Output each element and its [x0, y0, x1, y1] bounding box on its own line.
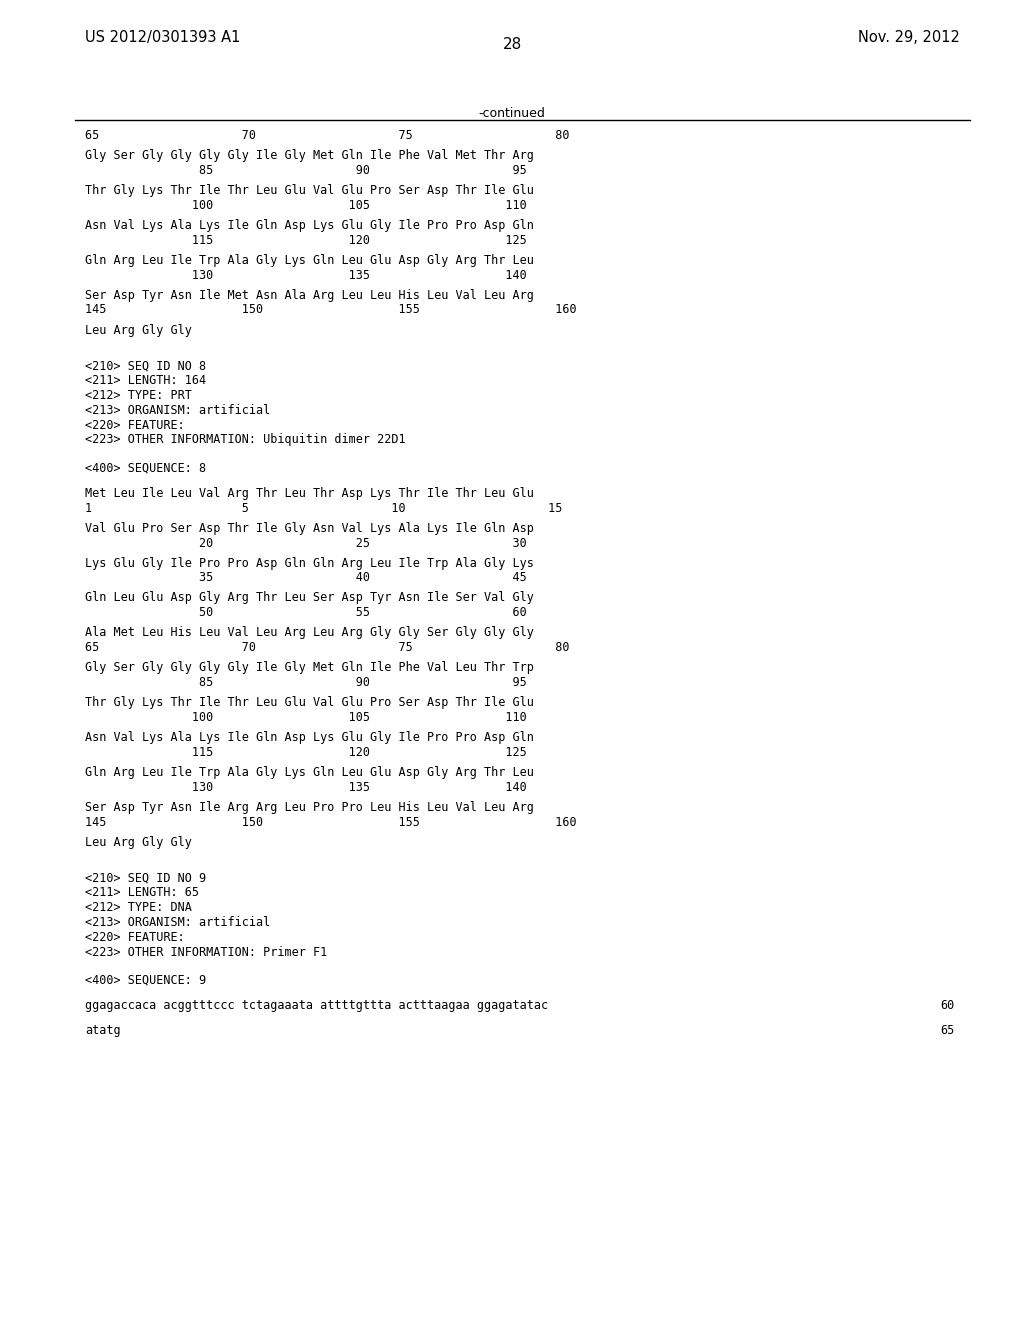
- Text: <400> SEQUENCE: 9: <400> SEQUENCE: 9: [85, 974, 206, 986]
- Text: Leu Arg Gly Gly: Leu Arg Gly Gly: [85, 836, 191, 849]
- Text: <220> FEATURE:: <220> FEATURE:: [85, 931, 184, 944]
- Text: <211> LENGTH: 164: <211> LENGTH: 164: [85, 375, 206, 387]
- Text: 85                    90                    95: 85 90 95: [85, 676, 526, 689]
- Text: atatg: atatg: [85, 1024, 121, 1038]
- Text: 28: 28: [503, 37, 521, 51]
- Text: Val Glu Pro Ser Asp Thr Ile Gly Asn Val Lys Ala Lys Ile Gln Asp: Val Glu Pro Ser Asp Thr Ile Gly Asn Val …: [85, 521, 534, 535]
- Text: Asn Val Lys Ala Lys Ile Gln Asp Lys Glu Gly Ile Pro Pro Asp Gln: Asn Val Lys Ala Lys Ile Gln Asp Lys Glu …: [85, 219, 534, 232]
- Text: <400> SEQUENCE: 8: <400> SEQUENCE: 8: [85, 462, 206, 474]
- Text: <210> SEQ ID NO 9: <210> SEQ ID NO 9: [85, 871, 206, 884]
- Text: 130                   135                   140: 130 135 140: [85, 268, 526, 281]
- Text: US 2012/0301393 A1: US 2012/0301393 A1: [85, 30, 241, 45]
- Text: Met Leu Ile Leu Val Arg Thr Leu Thr Asp Lys Thr Ile Thr Leu Glu: Met Leu Ile Leu Val Arg Thr Leu Thr Asp …: [85, 487, 534, 500]
- Text: Lys Glu Gly Ile Pro Pro Asp Gln Gln Arg Leu Ile Trp Ala Gly Lys: Lys Glu Gly Ile Pro Pro Asp Gln Gln Arg …: [85, 557, 534, 570]
- Text: <210> SEQ ID NO 8: <210> SEQ ID NO 8: [85, 359, 206, 372]
- Text: 100                   105                   110: 100 105 110: [85, 711, 526, 723]
- Text: <212> TYPE: PRT: <212> TYPE: PRT: [85, 389, 191, 403]
- Text: <212> TYPE: DNA: <212> TYPE: DNA: [85, 902, 191, 915]
- Text: 20                    25                    30: 20 25 30: [85, 536, 526, 549]
- Text: 145                   150                   155                   160: 145 150 155 160: [85, 304, 577, 317]
- Text: 85                    90                    95: 85 90 95: [85, 164, 526, 177]
- Text: Thr Gly Lys Thr Ile Thr Leu Glu Val Glu Pro Ser Asp Thr Ile Glu: Thr Gly Lys Thr Ile Thr Leu Glu Val Glu …: [85, 183, 534, 197]
- Text: ggagaccaca acggtttccc tctagaaata attttgttta actttaagaa ggagatatac: ggagaccaca acggtttccc tctagaaata attttgt…: [85, 999, 548, 1012]
- Text: 65                    70                    75                    80: 65 70 75 80: [85, 129, 569, 143]
- Text: 35                    40                    45: 35 40 45: [85, 572, 526, 585]
- Text: <213> ORGANISM: artificial: <213> ORGANISM: artificial: [85, 916, 270, 929]
- Text: Ser Asp Tyr Asn Ile Arg Arg Leu Pro Pro Leu His Leu Val Leu Arg: Ser Asp Tyr Asn Ile Arg Arg Leu Pro Pro …: [85, 801, 534, 813]
- Text: -continued: -continued: [478, 107, 546, 120]
- Text: Ala Met Leu His Leu Val Leu Arg Leu Arg Gly Gly Ser Gly Gly Gly: Ala Met Leu His Leu Val Leu Arg Leu Arg …: [85, 627, 534, 639]
- Text: 100                   105                   110: 100 105 110: [85, 199, 526, 211]
- Text: 115                   120                   125: 115 120 125: [85, 234, 526, 247]
- Text: Thr Gly Lys Thr Ile Thr Leu Glu Val Glu Pro Ser Asp Thr Ile Glu: Thr Gly Lys Thr Ile Thr Leu Glu Val Glu …: [85, 696, 534, 709]
- Text: Gln Arg Leu Ile Trp Ala Gly Lys Gln Leu Glu Asp Gly Arg Thr Leu: Gln Arg Leu Ile Trp Ala Gly Lys Gln Leu …: [85, 766, 534, 779]
- Text: Gly Ser Gly Gly Gly Gly Ile Gly Met Gln Ile Phe Val Leu Thr Trp: Gly Ser Gly Gly Gly Gly Ile Gly Met Gln …: [85, 661, 534, 675]
- Text: 50                    55                    60: 50 55 60: [85, 606, 526, 619]
- Text: Asn Val Lys Ala Lys Ile Gln Asp Lys Glu Gly Ile Pro Pro Asp Gln: Asn Val Lys Ala Lys Ile Gln Asp Lys Glu …: [85, 731, 534, 744]
- Text: 60: 60: [941, 999, 955, 1012]
- Text: 65                    70                    75                    80: 65 70 75 80: [85, 642, 569, 655]
- Text: Gln Leu Glu Asp Gly Arg Thr Leu Ser Asp Tyr Asn Ile Ser Val Gly: Gln Leu Glu Asp Gly Arg Thr Leu Ser Asp …: [85, 591, 534, 605]
- Text: Gly Ser Gly Gly Gly Gly Ile Gly Met Gln Ile Phe Val Met Thr Arg: Gly Ser Gly Gly Gly Gly Ile Gly Met Gln …: [85, 149, 534, 162]
- Text: Nov. 29, 2012: Nov. 29, 2012: [858, 30, 961, 45]
- Text: 130                   135                   140: 130 135 140: [85, 780, 526, 793]
- Text: 65: 65: [941, 1024, 955, 1038]
- Text: Ser Asp Tyr Asn Ile Met Asn Ala Arg Leu Leu His Leu Val Leu Arg: Ser Asp Tyr Asn Ile Met Asn Ala Arg Leu …: [85, 289, 534, 302]
- Text: <211> LENGTH: 65: <211> LENGTH: 65: [85, 886, 199, 899]
- Text: Gln Arg Leu Ile Trp Ala Gly Lys Gln Leu Glu Asp Gly Arg Thr Leu: Gln Arg Leu Ile Trp Ala Gly Lys Gln Leu …: [85, 253, 534, 267]
- Text: Leu Arg Gly Gly: Leu Arg Gly Gly: [85, 323, 191, 337]
- Text: <223> OTHER INFORMATION: Primer F1: <223> OTHER INFORMATION: Primer F1: [85, 945, 328, 958]
- Text: <220> FEATURE:: <220> FEATURE:: [85, 418, 184, 432]
- Text: <213> ORGANISM: artificial: <213> ORGANISM: artificial: [85, 404, 270, 417]
- Text: 145                   150                   155                   160: 145 150 155 160: [85, 816, 577, 829]
- Text: 1                     5                    10                    15: 1 5 10 15: [85, 502, 562, 515]
- Text: 115                   120                   125: 115 120 125: [85, 746, 526, 759]
- Text: <223> OTHER INFORMATION: Ubiquitin dimer 22D1: <223> OTHER INFORMATION: Ubiquitin dimer…: [85, 433, 406, 446]
